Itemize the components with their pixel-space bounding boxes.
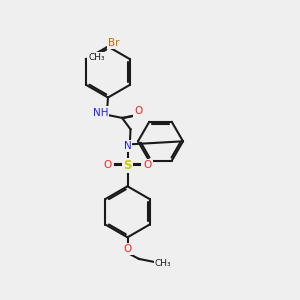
Text: O: O (103, 160, 112, 170)
Text: O: O (134, 106, 142, 116)
Text: N: N (124, 141, 131, 151)
Text: S: S (123, 159, 132, 172)
Text: CH₃: CH₃ (88, 53, 105, 62)
Text: Br: Br (108, 38, 119, 48)
Text: CH₃: CH₃ (154, 259, 171, 268)
Text: O: O (123, 244, 132, 254)
Text: NH: NH (93, 107, 108, 118)
Text: O: O (143, 160, 152, 170)
